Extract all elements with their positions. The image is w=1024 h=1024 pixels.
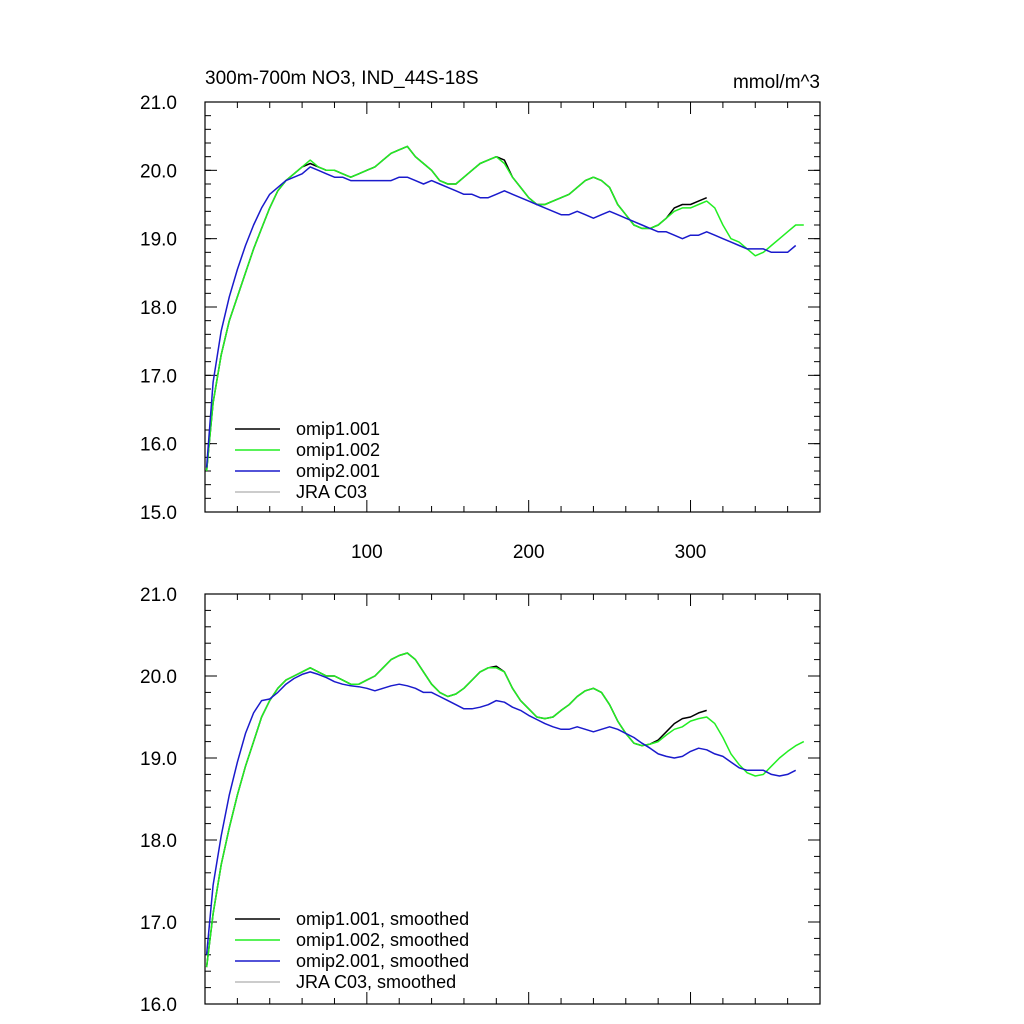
- y-tick-label: 18.0: [140, 298, 177, 319]
- x-tick-label: 200: [513, 542, 545, 563]
- series-line-omip1-001: [205, 145, 707, 472]
- y-tick-label: 18.0: [140, 831, 177, 852]
- legend-label: omip1.002: [296, 440, 380, 460]
- series-line-omip2-001: [205, 166, 797, 468]
- x-tick-label: 100: [351, 542, 383, 563]
- legend: omip1.001, smoothed omip1.002, smoothed …: [235, 909, 469, 992]
- x-tick-label: 300: [675, 542, 707, 563]
- y-tick-label: 19.0: [140, 749, 177, 770]
- series-layer: [205, 145, 804, 472]
- series-layer: [205, 652, 805, 968]
- legend-label: omip1.002, smoothed: [296, 930, 469, 950]
- y-tick-label: 16.0: [140, 995, 177, 1016]
- axis-labels: 16.0 17.0 18.0 19.0 20.0 21.0: [140, 585, 177, 1016]
- chart-title: 300m-700m NO3, IND_44S-18S: [205, 68, 479, 89]
- axis-labels: 15.0 16.0 17.0 18.0 19.0 20.0 21.0 100 200 300: [140, 93, 706, 563]
- legend-label: omip1.001, smoothed: [296, 909, 469, 929]
- y-tick-label: 21.0: [140, 585, 177, 606]
- panel-smoothed: 16.0 17.0 18.0 19.0 20.0 21.0 omip1.001, smoo…: [140, 585, 821, 1016]
- y-tick-label: 15.0: [140, 503, 177, 524]
- y-tick-label: 20.0: [140, 161, 177, 182]
- y-tick-label: 17.0: [140, 913, 177, 934]
- units-label: mmol/m^3: [733, 72, 820, 93]
- y-tick-label: 16.0: [140, 435, 177, 456]
- legend-label: omip2.001, smoothed: [296, 951, 469, 971]
- legend-label: omip1.001: [296, 419, 380, 439]
- y-tick-label: 19.0: [140, 230, 177, 251]
- axis-ticks: [205, 101, 820, 513]
- series-line-omip2-001-smoothed: [205, 671, 797, 955]
- legend-label: JRA C03, smoothed: [296, 972, 456, 992]
- series-line-omip1-002-smoothed: [205, 652, 805, 968]
- panel-raw: 15.0 16.0 17.0 18.0 19.0 20.0 21.0 100 200 300 30…: [140, 68, 821, 563]
- y-tick-label: 17.0: [140, 366, 177, 387]
- y-tick-label: 21.0: [140, 93, 177, 114]
- plot-frame: [204, 593, 821, 1005]
- axis-ticks: [205, 593, 820, 1005]
- y-tick-label: 20.0: [140, 667, 177, 688]
- legend: omip1.001 omip1.002 omip2.001 JRA C03: [235, 419, 380, 502]
- legend-label: JRA C03: [296, 482, 367, 502]
- series-line-omip1-002: [205, 145, 804, 472]
- legend-label: omip2.001: [296, 461, 380, 481]
